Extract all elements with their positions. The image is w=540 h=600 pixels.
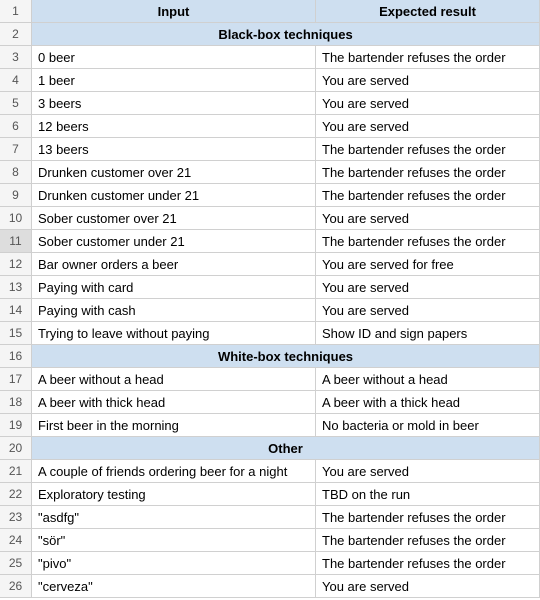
cell-expected[interactable]: You are served — [316, 276, 540, 299]
cell-expected[interactable]: The bartender refuses the order — [316, 138, 540, 161]
cell-input[interactable]: 12 beers — [32, 115, 316, 138]
cell-expected[interactable]: You are served — [316, 575, 540, 598]
cell-expected[interactable]: You are served — [316, 299, 540, 322]
row-number-selected[interactable]: 11 — [0, 230, 32, 253]
row-number[interactable]: 9 — [0, 184, 32, 207]
cell-expected[interactable]: Show ID and sign papers — [316, 322, 540, 345]
cell-input[interactable]: A couple of friends ordering beer for a … — [32, 460, 316, 483]
cell-input[interactable]: Trying to leave without paying — [32, 322, 316, 345]
row-number[interactable]: 26 — [0, 575, 32, 598]
section-whitebox[interactable]: White-box techniques — [32, 345, 540, 368]
col-header-input[interactable]: Input — [32, 0, 316, 23]
cell-expected[interactable]: No bacteria or mold in beer — [316, 414, 540, 437]
row-number[interactable]: 14 — [0, 299, 32, 322]
row-number[interactable]: 23 — [0, 506, 32, 529]
row-number[interactable]: 18 — [0, 391, 32, 414]
cell-input[interactable]: 13 beers — [32, 138, 316, 161]
cell-input[interactable]: First beer in the morning — [32, 414, 316, 437]
cell-input[interactable]: Sober customer under 21 — [32, 230, 316, 253]
cell-expected[interactable]: You are served — [316, 69, 540, 92]
cell-expected[interactable]: The bartender refuses the order — [316, 552, 540, 575]
cell-input[interactable]: A beer with thick head — [32, 391, 316, 414]
cell-input[interactable]: "cerveza" — [32, 575, 316, 598]
cell-expected[interactable]: You are served — [316, 460, 540, 483]
row-number[interactable]: 21 — [0, 460, 32, 483]
row-number[interactable]: 1 — [0, 0, 32, 23]
cell-expected[interactable]: A beer without a head — [316, 368, 540, 391]
cell-input[interactable]: Paying with cash — [32, 299, 316, 322]
cell-input[interactable]: A beer without a head — [32, 368, 316, 391]
row-number[interactable]: 19 — [0, 414, 32, 437]
row-number[interactable]: 20 — [0, 437, 32, 460]
row-number[interactable]: 13 — [0, 276, 32, 299]
cell-input[interactable]: Bar owner orders a beer — [32, 253, 316, 276]
cell-input[interactable]: Paying with card — [32, 276, 316, 299]
cell-input[interactable]: Drunken customer over 21 — [32, 161, 316, 184]
cell-expected[interactable]: You are served for free — [316, 253, 540, 276]
row-number[interactable]: 8 — [0, 161, 32, 184]
col-header-expected[interactable]: Expected result — [316, 0, 540, 23]
cell-expected[interactable]: The bartender refuses the order — [316, 161, 540, 184]
row-number[interactable]: 2 — [0, 23, 32, 46]
row-number[interactable]: 6 — [0, 115, 32, 138]
cell-input[interactable]: Exploratory testing — [32, 483, 316, 506]
section-blackbox[interactable]: Black-box techniques — [32, 23, 540, 46]
row-number[interactable]: 4 — [0, 69, 32, 92]
row-number[interactable]: 25 — [0, 552, 32, 575]
row-number[interactable]: 7 — [0, 138, 32, 161]
row-number[interactable]: 17 — [0, 368, 32, 391]
cell-input[interactable]: 3 beers — [32, 92, 316, 115]
cell-input[interactable]: "sör" — [32, 529, 316, 552]
cell-expected[interactable]: The bartender refuses the order — [316, 184, 540, 207]
row-number[interactable]: 22 — [0, 483, 32, 506]
row-number[interactable]: 15 — [0, 322, 32, 345]
row-number[interactable]: 24 — [0, 529, 32, 552]
row-number[interactable]: 10 — [0, 207, 32, 230]
cell-expected[interactable]: TBD on the run — [316, 483, 540, 506]
cell-expected[interactable]: The bartender refuses the order — [316, 46, 540, 69]
cell-input[interactable]: "asdfg" — [32, 506, 316, 529]
cell-expected[interactable]: A beer with a thick head — [316, 391, 540, 414]
cell-input[interactable]: 0 beer — [32, 46, 316, 69]
row-number[interactable]: 16 — [0, 345, 32, 368]
cell-expected[interactable]: The bartender refuses the order — [316, 230, 540, 253]
cell-expected[interactable]: You are served — [316, 92, 540, 115]
cell-input[interactable]: Sober customer over 21 — [32, 207, 316, 230]
cell-expected[interactable]: The bartender refuses the order — [316, 529, 540, 552]
spreadsheet-grid: 1 Input Expected result 2 Black-box tech… — [0, 0, 540, 598]
row-number[interactable]: 3 — [0, 46, 32, 69]
section-other[interactable]: Other — [32, 437, 540, 460]
cell-expected[interactable]: You are served — [316, 115, 540, 138]
cell-input[interactable]: 1 beer — [32, 69, 316, 92]
cell-expected[interactable]: The bartender refuses the order — [316, 506, 540, 529]
row-number[interactable]: 12 — [0, 253, 32, 276]
row-number[interactable]: 5 — [0, 92, 32, 115]
cell-expected[interactable]: You are served — [316, 207, 540, 230]
cell-input[interactable]: "pivo" — [32, 552, 316, 575]
cell-input[interactable]: Drunken customer under 21 — [32, 184, 316, 207]
